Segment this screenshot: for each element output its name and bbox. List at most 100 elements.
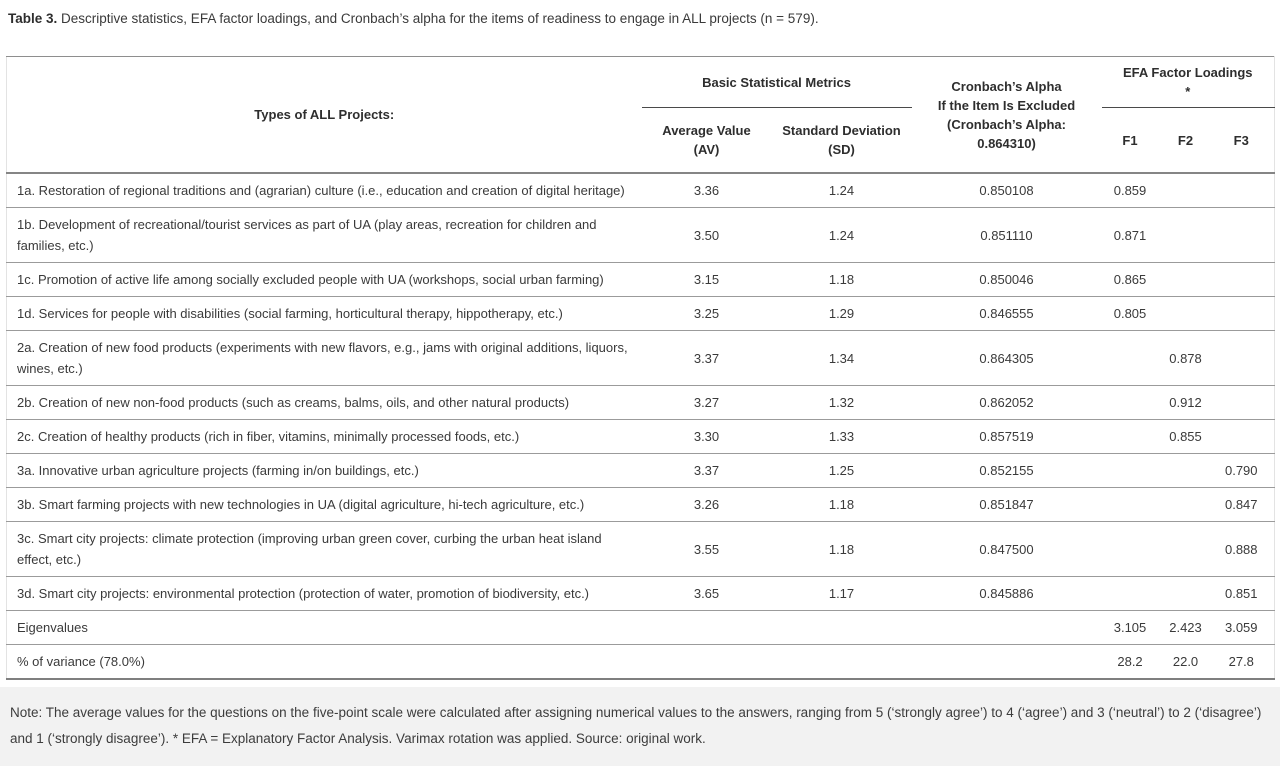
cell-f3-loading	[1213, 173, 1275, 208]
table-caption-text: Descriptive statistics, EFA factor loadi…	[57, 11, 819, 26]
cell-f2-loading	[1158, 207, 1213, 263]
cell-average-value: 3.36	[693, 183, 720, 198]
cell-project-label: 2b. Creation of new non-food products (s…	[6, 385, 642, 420]
cell-f1-loading: 0.865	[1101, 262, 1159, 297]
cell-f1-loading	[1101, 576, 1159, 611]
cell-standard-deviation: 1.18	[771, 521, 912, 577]
table-row: Eigenvalues 3.105 2.423 3.059	[6, 610, 1275, 645]
table-row: 1c. Promotion of active life among socia…	[6, 262, 1275, 297]
cell-f3-loading	[1212, 419, 1275, 454]
table-row: 3b. Smart farming projects with new tech…	[6, 487, 1275, 522]
cell-f1-loading	[1101, 330, 1159, 386]
cell-standard-deviation: 1.33	[771, 419, 912, 454]
cell-average-value: 3.30	[641, 419, 772, 454]
cell-f2-loading	[1158, 521, 1213, 577]
cell-standard-deviation: 1.17	[771, 576, 912, 611]
table-row: 3a. Innovative urban agriculture project…	[6, 453, 1275, 488]
table-caption: Table 3. Descriptive statistics, EFA fac…	[0, 0, 1280, 27]
table-caption-label: Table 3.	[8, 11, 58, 26]
cell-average-value: 3.65	[641, 576, 772, 611]
cell-cronbach-alpha	[911, 644, 1102, 679]
header-projects: Types of ALL Projects:	[254, 107, 395, 122]
cell-f2-loading: 0.855	[1158, 419, 1213, 454]
cell-standard-deviation: 1.24	[771, 207, 912, 263]
cell-project-label: 1d. Services for people with disabilitie…	[6, 296, 642, 331]
cell-f3-loading: 0.790	[1212, 453, 1275, 488]
header-f2: F2	[1177, 132, 1194, 148]
cell-average-value: 3.25	[641, 296, 772, 331]
cell-cronbach-alpha: 0.846555	[911, 296, 1102, 331]
cell-cronbach-alpha: 0.864305	[911, 330, 1102, 386]
cell-f1-loading	[1101, 487, 1159, 522]
cell-f3-loading	[1212, 207, 1275, 263]
cell-cronbach-alpha: 0.850046	[911, 262, 1102, 297]
table-body: 1a. Restoration of regional traditions a…	[6, 173, 1275, 679]
cell-average-value: 3.37	[641, 330, 772, 386]
cell-cronbach-alpha: 0.847500	[911, 521, 1102, 577]
cell-f3-loading: 3.059	[1212, 610, 1275, 645]
table-header: Types of ALL Projects: Basic Statistical…	[6, 56, 1275, 173]
cell-project-label: % of variance (78.0%)	[6, 644, 642, 679]
cell-standard-deviation: 1.29	[771, 296, 912, 331]
header-cronbach-alpha: Cronbach’s Alpha If the Item Is Excluded…	[937, 78, 1076, 151]
cell-f2-loading	[1158, 296, 1213, 331]
table-row: % of variance (78.0%) 28.2 22.0 27.8	[6, 644, 1275, 679]
cell-average-value	[641, 644, 772, 679]
cell-f2-loading: 22.0	[1158, 644, 1213, 679]
cell-project-label: 1b. Development of recreational/tourist …	[6, 207, 642, 263]
cell-cronbach-alpha: 0.857519	[911, 419, 1102, 454]
table-row: 2b. Creation of new non-food products (s…	[6, 385, 1275, 420]
header-f3: F3	[1233, 132, 1249, 148]
cell-f2-loading	[1158, 576, 1213, 611]
cell-project-label: 3b. Smart farming projects with new tech…	[6, 487, 642, 522]
table-row: 1d. Services for people with disabilitie…	[6, 296, 1275, 331]
header-f1: F1	[1122, 132, 1138, 148]
cell-f1-loading: 0.805	[1101, 296, 1159, 331]
cell-f1-loading: 0.859	[1113, 183, 1147, 198]
header-average-value: Average Value (AV)	[662, 123, 751, 157]
cell-cronbach-alpha: 0.851110	[911, 207, 1102, 263]
cell-f1-loading	[1101, 521, 1159, 577]
header-group-basic-metrics: Basic Statistical Metrics	[641, 56, 912, 108]
header-group-efa-loadings: EFA Factor Loadings *	[1101, 56, 1275, 108]
cell-project-label: 3d. Smart city projects: environmental p…	[6, 576, 642, 611]
cell-standard-deviation: 1.25	[771, 453, 912, 488]
cell-cronbach-alpha: 0.845886	[911, 576, 1102, 611]
statistics-table: Types of ALL Projects: Basic Statistical…	[6, 56, 1276, 680]
cell-standard-deviation: 1.18	[771, 487, 912, 522]
cell-project-label: 2c. Creation of healthy products (rich i…	[6, 419, 642, 454]
cell-project-label: 2a. Creation of new food products (exper…	[6, 330, 642, 386]
cell-f1-loading: 28.2	[1101, 644, 1159, 679]
cell-f3-loading	[1212, 296, 1275, 331]
cell-standard-deviation: 1.18	[771, 262, 912, 297]
cell-cronbach-alpha: 0.850108	[979, 183, 1034, 198]
cell-f3-loading: 27.8	[1212, 644, 1275, 679]
cell-f2-loading: 0.912	[1158, 385, 1213, 420]
cell-average-value	[641, 610, 772, 645]
cell-standard-deviation: 1.24	[828, 183, 855, 198]
cell-f1-loading: 3.105	[1101, 610, 1159, 645]
cell-f2-loading: 2.423	[1158, 610, 1213, 645]
cell-f1-loading	[1101, 385, 1159, 420]
cell-project-label: Eigenvalues	[6, 610, 642, 645]
cell-standard-deviation: 1.34	[771, 330, 912, 386]
cell-project-label: 1c. Promotion of active life among socia…	[6, 262, 642, 297]
header-standard-deviation: Standard Deviation (SD)	[782, 123, 901, 157]
cell-cronbach-alpha: 0.851847	[911, 487, 1102, 522]
cell-f3-loading	[1212, 262, 1275, 297]
cell-cronbach-alpha	[911, 610, 1102, 645]
cell-f2-loading	[1158, 262, 1213, 297]
cell-cronbach-alpha: 0.852155	[911, 453, 1102, 488]
table-row: 2c. Creation of healthy products (rich i…	[6, 419, 1275, 454]
cell-f2-loading	[1158, 453, 1213, 488]
cell-project-label: 1a. Restoration of regional traditions a…	[17, 183, 625, 198]
table-row: 3d. Smart city projects: environmental p…	[6, 576, 1275, 611]
cell-f3-loading: 0.851	[1212, 576, 1275, 611]
table-row: 1b. Development of recreational/tourist …	[6, 207, 1275, 263]
cell-f1-loading	[1101, 419, 1159, 454]
cell-average-value: 3.26	[641, 487, 772, 522]
cell-f2-loading	[1159, 173, 1213, 208]
cell-standard-deviation	[771, 610, 912, 645]
cell-average-value: 3.27	[641, 385, 772, 420]
cell-f3-loading: 0.847	[1212, 487, 1275, 522]
